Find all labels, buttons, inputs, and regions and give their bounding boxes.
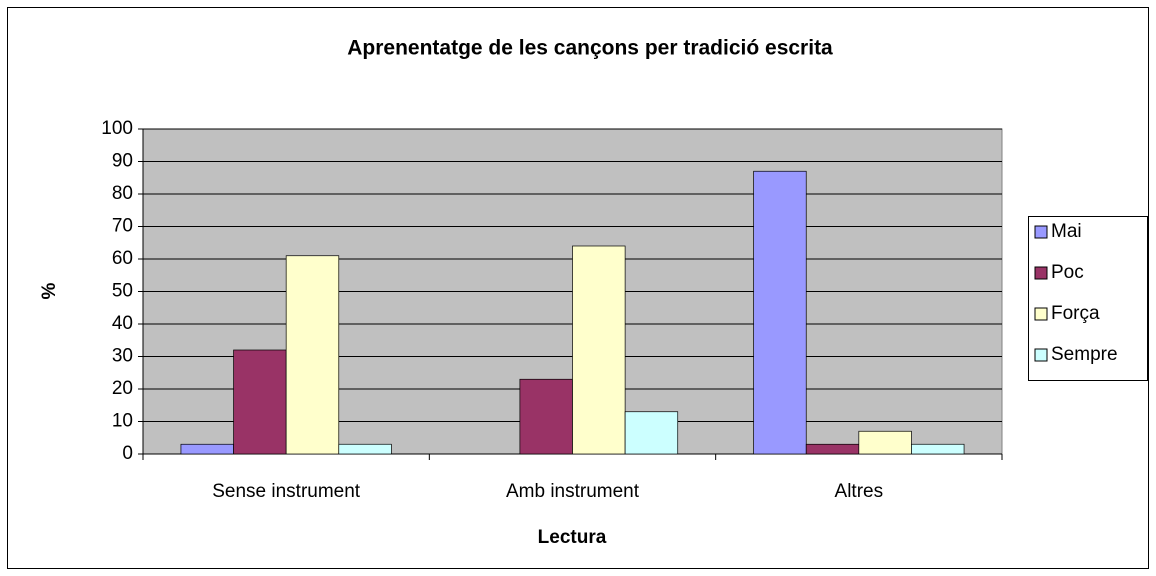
legend-swatch xyxy=(1034,307,1048,321)
y-tick-label: 80 xyxy=(112,183,133,204)
bar xyxy=(338,443,392,455)
chart-title: Aprenentatge de les cançons per tradició… xyxy=(347,37,833,60)
x-tick-label: Sense instrument xyxy=(212,481,361,502)
legend-swatch xyxy=(1034,266,1048,280)
y-tick-label: 50 xyxy=(112,281,133,302)
x-tick-label: Amb instrument xyxy=(506,481,640,502)
legend-label: Poc xyxy=(1051,262,1084,283)
y-axis-label: % xyxy=(39,282,60,299)
legend xyxy=(1028,216,1148,381)
legend-swatch xyxy=(1034,348,1048,362)
y-tick-label: 90 xyxy=(112,151,133,172)
bar xyxy=(285,255,340,455)
legend-label: Força xyxy=(1051,303,1100,324)
x-axis-label: Lectura xyxy=(538,527,607,548)
bar xyxy=(624,411,679,455)
bar xyxy=(753,170,807,455)
y-tick-label: 70 xyxy=(112,216,133,237)
bar xyxy=(572,245,626,455)
bar xyxy=(858,430,912,455)
bar xyxy=(519,378,573,455)
y-tick-label: 40 xyxy=(112,313,133,334)
y-tick-label: 100 xyxy=(101,118,133,139)
x-tick-label: Altres xyxy=(835,481,884,502)
bar xyxy=(911,443,965,455)
legend-swatch xyxy=(1034,225,1048,239)
y-tick-label: 10 xyxy=(112,411,133,432)
y-tick-label: 20 xyxy=(112,378,133,399)
y-tick-label: 60 xyxy=(112,248,133,269)
legend-label: Mai xyxy=(1051,221,1082,242)
y-tick-label: 0 xyxy=(122,443,133,464)
bar xyxy=(180,443,234,455)
bar xyxy=(805,443,860,455)
y-tick-label: 30 xyxy=(112,346,133,367)
legend-label: Sempre xyxy=(1051,344,1118,365)
bar xyxy=(233,349,287,455)
